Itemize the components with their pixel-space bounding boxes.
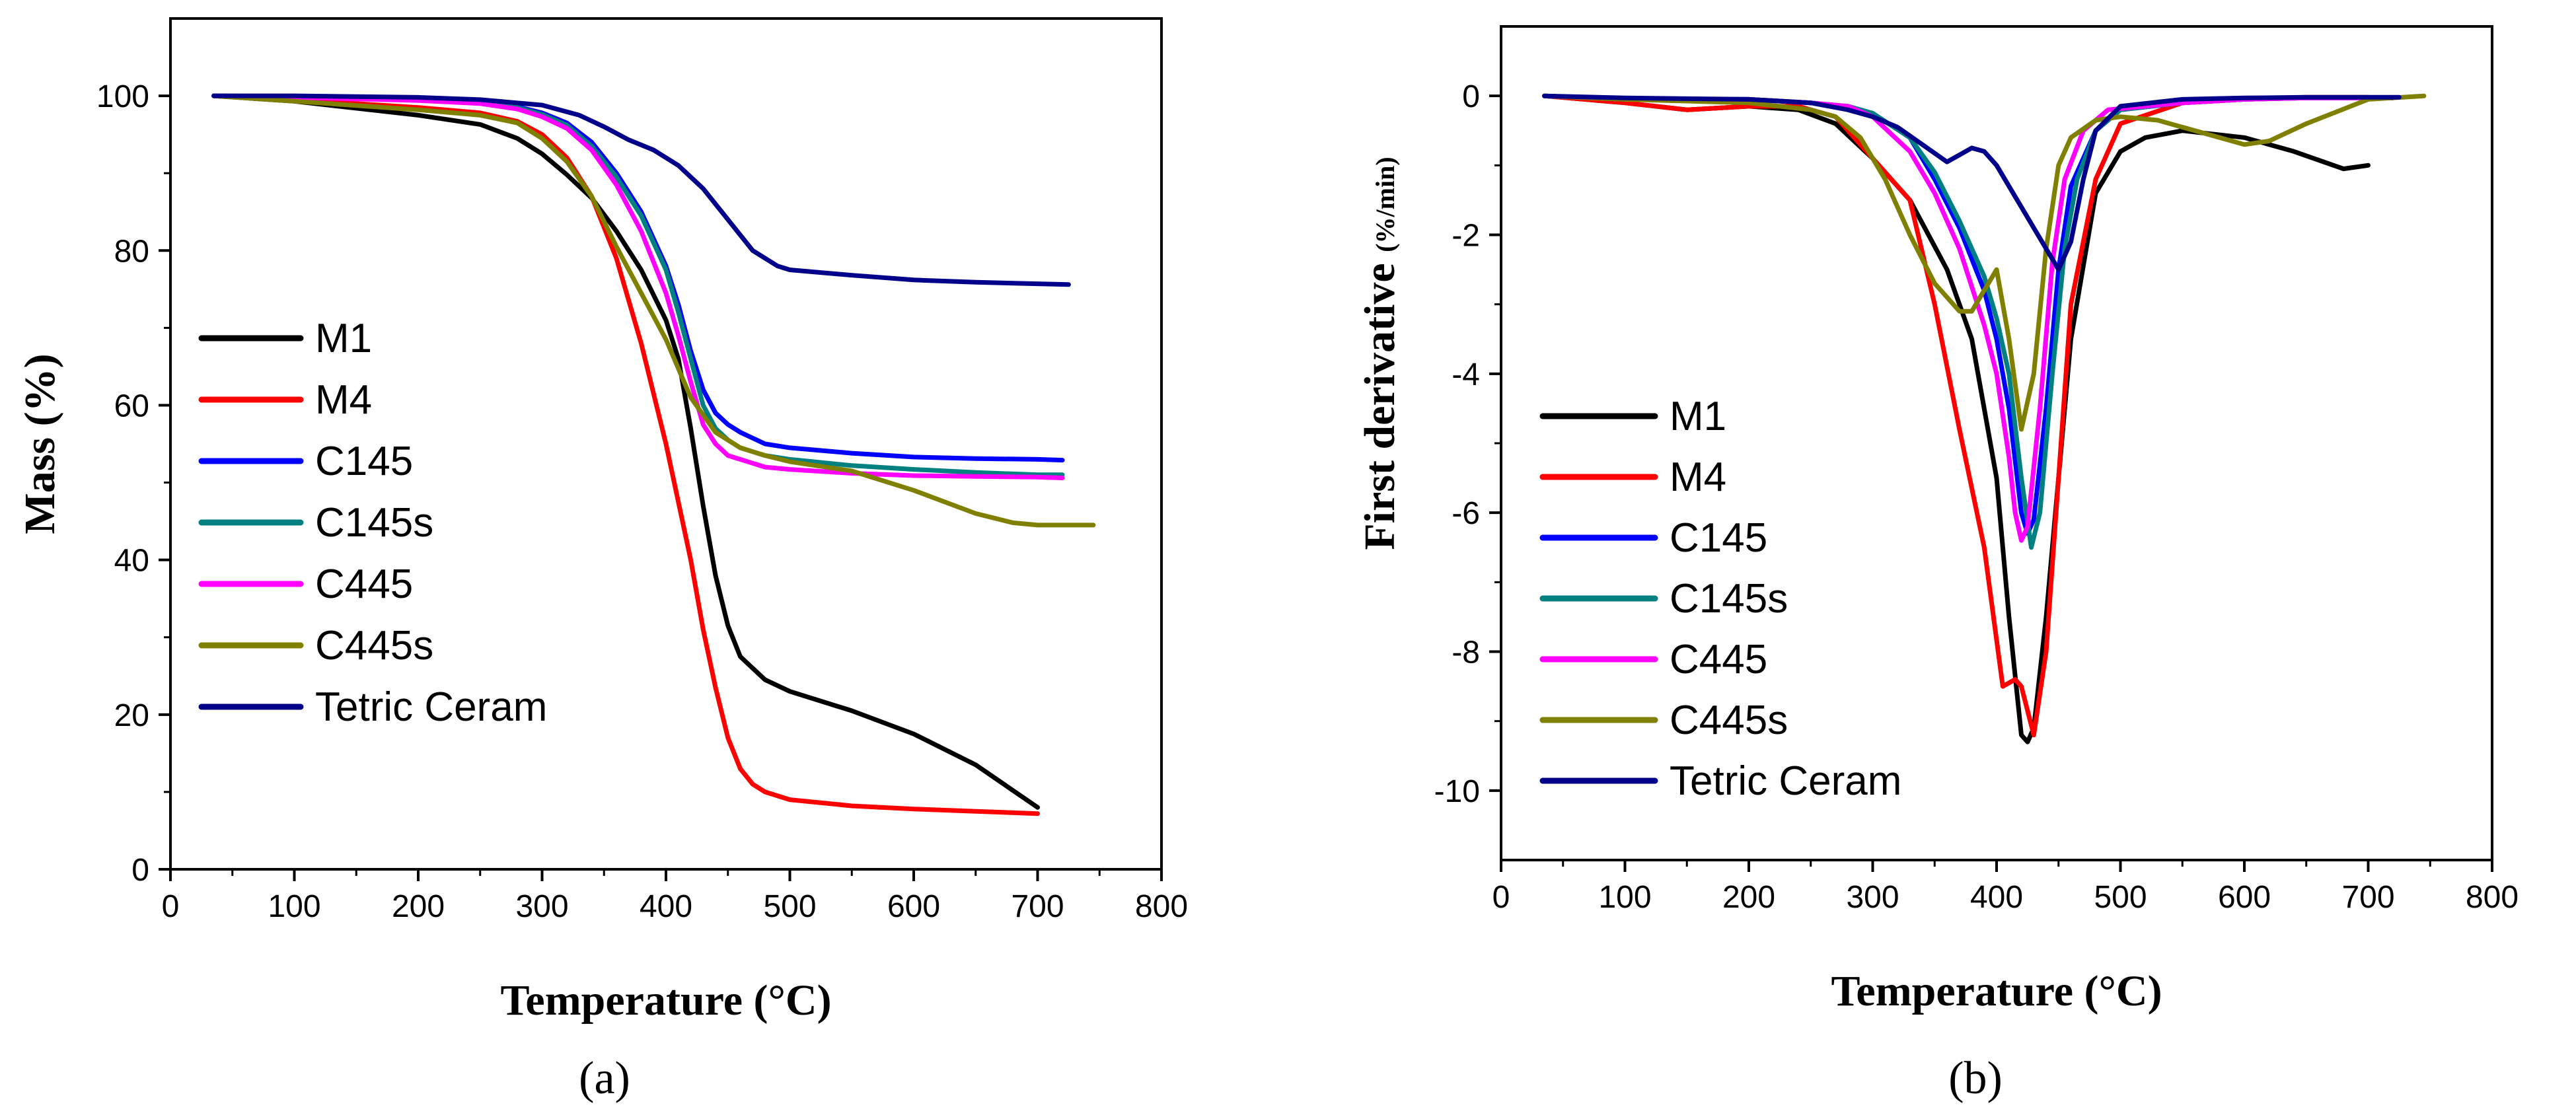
- x-tick-label: 300: [515, 889, 568, 924]
- y-tick-label: -4: [1452, 357, 1480, 392]
- x-tick-label: 0: [1492, 880, 1510, 915]
- panel-a-x-ticks: 0 100 200 300 400 500 600 700 800: [162, 869, 1188, 924]
- legend-label: C445s: [315, 623, 433, 668]
- panel-b-y-axis-label-main: First derivative: [1356, 252, 1404, 550]
- panel-b-x-axis-label: Temperature (°C): [1831, 967, 2162, 1015]
- legend-label: M1: [315, 316, 372, 361]
- x-tick-label: 500: [2094, 880, 2147, 915]
- series-line-c445: [1542, 93, 2396, 543]
- legend-label: M4: [315, 377, 372, 423]
- panel-b-series-lines: [1542, 93, 2427, 744]
- x-tick-label: 700: [1011, 889, 1064, 924]
- y-tick-label: 60: [114, 388, 149, 423]
- y-tick-label: -6: [1452, 496, 1480, 531]
- panel-a-x-axis-label: Temperature (°C): [500, 976, 831, 1025]
- x-tick-label: 0: [162, 889, 180, 924]
- x-tick-label: 400: [640, 889, 692, 924]
- panel-b-derivative-chart: 0 100 200 300 400 500 600 700 800 0 -2 -4 -6 -8 -10 M…: [1356, 25, 2519, 1104]
- panel-b-plot-frame: [1500, 25, 2493, 861]
- panel-a-legend: M1 M4 C145 C145s C445 C445s Tetric Ceram: [198, 316, 547, 730]
- x-tick-label: 300: [1846, 880, 1899, 915]
- series-line-m1: [211, 93, 1040, 810]
- panel-a-y-ticks: 0 20 40 60 80 100: [96, 79, 170, 888]
- x-tick-label: 600: [2218, 880, 2271, 915]
- y-tick-label: -8: [1452, 635, 1480, 670]
- legend-label: C145s: [1670, 576, 1788, 622]
- series-line-c445s: [1542, 93, 2427, 432]
- legend-label: C445: [315, 561, 413, 607]
- series-line-m1: [1542, 93, 2371, 744]
- x-tick-label: 500: [763, 889, 816, 924]
- y-tick-label: 80: [114, 234, 149, 269]
- panel-b-x-ticks: 0 100 200 300 400 500 600 700 800: [1492, 860, 2519, 915]
- x-tick-label: 200: [1722, 880, 1775, 915]
- y-tick-label: 40: [114, 544, 149, 579]
- panel-a-mass-chart: 0 100 200 300 400 500 600 700 800 0 20 40 60 80 100 M…: [16, 17, 1188, 1104]
- y-tick-label: 20: [114, 698, 149, 733]
- legend-label: C445: [1670, 637, 1767, 682]
- legend-label: Tetric Ceram: [1670, 758, 1901, 804]
- x-tick-label: 600: [887, 889, 940, 924]
- x-tick-label: 700: [2341, 880, 2394, 915]
- series-line-tetric-ceram: [211, 93, 1071, 287]
- x-tick-label: 800: [2466, 880, 2519, 915]
- panel-b-legend: M1 M4 C145 C145s C445 C445s Tetric Ceram: [1539, 394, 1901, 804]
- y-tick-label: -10: [1434, 774, 1480, 809]
- panel-a-series-lines: [211, 93, 1096, 816]
- x-tick-label: 200: [392, 889, 445, 924]
- legend-label: M1: [1670, 394, 1726, 439]
- panel-a-label: (a): [579, 1053, 630, 1104]
- legend-label: C145: [315, 439, 413, 484]
- x-tick-label: 800: [1135, 889, 1188, 924]
- y-tick-label: 0: [1462, 79, 1480, 114]
- x-tick-label: 100: [268, 889, 320, 924]
- panel-b-y-axis-label-unit: (%/min): [1370, 157, 1400, 252]
- series-line-tetric-ceram: [1542, 93, 2402, 272]
- legend-label: C145s: [315, 500, 433, 546]
- y-tick-label: 100: [96, 79, 149, 114]
- y-tick-label: -2: [1452, 219, 1480, 254]
- series-line-m4: [1542, 93, 2371, 738]
- panel-b-y-ticks: 0 -2 -4 -6 -8 -10: [1434, 79, 1501, 809]
- legend-label: Tetric Ceram: [315, 684, 547, 730]
- panel-a-y-axis-label: Mass (%): [16, 353, 64, 534]
- y-tick-label: 0: [131, 853, 149, 888]
- legend-label: C445s: [1670, 698, 1788, 743]
- panel-b-label: (b): [1948, 1053, 2003, 1104]
- panel-b-y-axis-label: First derivative (%/min): [1356, 157, 1404, 550]
- legend-label: C145: [1670, 515, 1767, 561]
- legend-label: M4: [1670, 454, 1726, 500]
- x-tick-label: 100: [1598, 880, 1651, 915]
- series-line-c445s: [211, 93, 1096, 528]
- x-tick-label: 400: [1970, 880, 2023, 915]
